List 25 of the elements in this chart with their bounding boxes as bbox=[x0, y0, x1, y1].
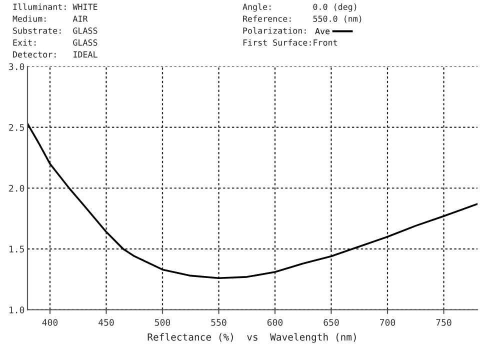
x-tick-label: 650 bbox=[324, 318, 339, 326]
text: First Surface:Front bbox=[243, 39, 338, 46]
text: Angle: 0.0 (deg) bbox=[242, 4, 356, 12]
x-tick-label: 550 bbox=[211, 318, 226, 326]
y-tick-label: 2.5 bbox=[9, 124, 24, 131]
y-tick-label: 2.0 bbox=[9, 184, 24, 192]
x-tick-label: 450 bbox=[98, 318, 114, 326]
x-tick-label: 700 bbox=[380, 318, 396, 326]
x-tick-label: 400 bbox=[42, 318, 58, 326]
y-tick-label: 1.0 bbox=[10, 306, 24, 314]
text: Exit: GLASS bbox=[13, 39, 98, 46]
x-tick-label: 500 bbox=[154, 318, 170, 326]
x-axis-title: Reflectance (%) vs Wavelength (nm) bbox=[148, 333, 356, 343]
text: Detector: IDEAL bbox=[13, 51, 98, 58]
text: Medium: AIR bbox=[12, 15, 88, 22]
text: Reference: 550.0 (nm) bbox=[243, 15, 362, 23]
legend-label: Ave bbox=[315, 28, 330, 34]
text: Illuminant: WHITE bbox=[13, 4, 98, 10]
text: Substrate: GLASS bbox=[13, 27, 98, 34]
y-tick-label: 1.5 bbox=[10, 246, 24, 253]
line-series bbox=[28, 122, 478, 280]
y-tick-label: 3.0 bbox=[9, 63, 24, 70]
x-tick-label: 750 bbox=[436, 318, 452, 326]
text: Polarization: bbox=[243, 27, 306, 34]
x-tick-label: 600 bbox=[267, 318, 283, 326]
